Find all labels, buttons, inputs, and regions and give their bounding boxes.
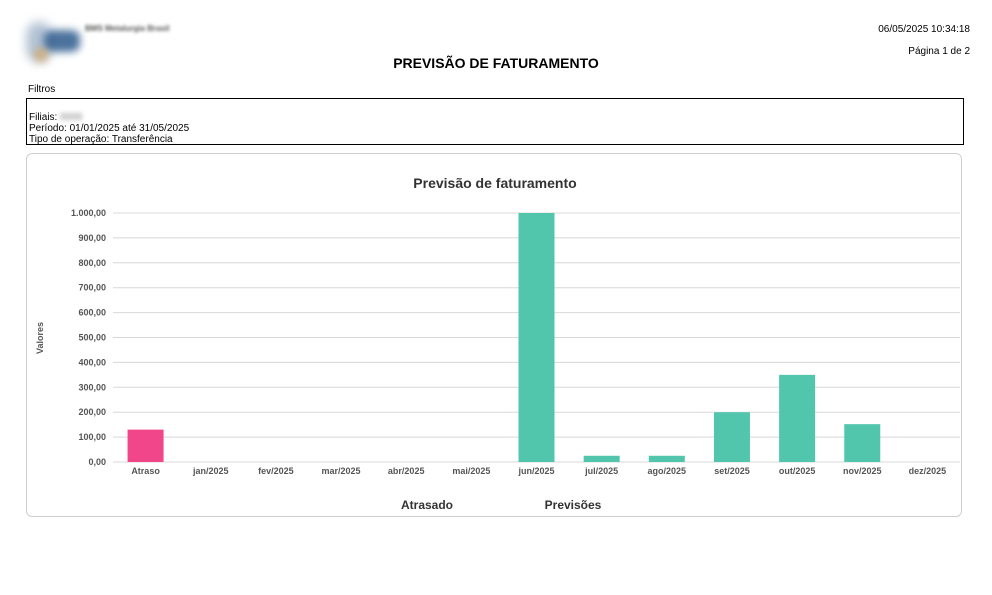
y-axis-label: Valores xyxy=(35,322,45,354)
bar-previsoes xyxy=(779,374,816,462)
y-tick-label: 200,00 xyxy=(78,407,106,417)
filter-tipo-operacao: Tipo de operação: Transferência xyxy=(29,134,173,145)
x-tick-label: nov/2025 xyxy=(843,466,882,476)
filters-box: Filiais: 0000 Período: 01/01/2025 até 31… xyxy=(26,98,964,145)
report-title: PREVISÃO DE FATURAMENTO xyxy=(393,55,599,71)
y-tick-label: 100,00 xyxy=(78,432,106,442)
x-tick-label: mai/2025 xyxy=(452,466,490,476)
x-tick-label: mar/2025 xyxy=(322,466,361,476)
bar-previsoes xyxy=(583,455,620,462)
filter-filiais: Filiais: 0000 xyxy=(29,112,963,123)
y-tick-label: 900,00 xyxy=(78,233,106,243)
y-tick-label: 0,00 xyxy=(88,457,106,467)
x-tick-label: set/2025 xyxy=(714,466,750,476)
bar-previsoes xyxy=(648,455,685,462)
chart-card xyxy=(26,153,962,517)
y-tick-label: 800,00 xyxy=(78,258,106,268)
filter-filiais-label: Filiais: xyxy=(29,112,58,123)
legend-item: Previsões xyxy=(545,498,602,512)
chart-title: Previsão de faturamento xyxy=(413,175,576,191)
x-tick-label: jul/2025 xyxy=(584,466,618,476)
y-tick-label: 600,00 xyxy=(78,308,106,318)
company-name: BMS Metalurgia Brasil xyxy=(85,24,170,33)
x-tick-label: dez/2025 xyxy=(909,466,947,476)
y-tick-label: 1.000,00 xyxy=(71,208,106,218)
y-tick-label: 700,00 xyxy=(78,283,106,293)
y-tick-label: 500,00 xyxy=(78,333,106,343)
page-number: Página 1 de 2 xyxy=(908,46,970,57)
y-tick-label: 300,00 xyxy=(78,382,106,392)
bar-atrasado xyxy=(127,429,164,462)
report-timestamp: 06/05/2025 10:34:18 xyxy=(878,24,970,35)
bar-previsoes xyxy=(518,213,555,462)
x-tick-label: jan/2025 xyxy=(192,466,229,476)
x-tick-label: jun/2025 xyxy=(517,466,554,476)
x-tick-label: ago/2025 xyxy=(648,466,687,476)
x-tick-label: out/2025 xyxy=(779,466,816,476)
legend-item: Atrasado xyxy=(401,498,453,512)
x-tick-label: abr/2025 xyxy=(388,466,425,476)
bar-previsoes xyxy=(713,412,750,462)
company-logo xyxy=(24,18,82,66)
filter-filiais-value: 0000 xyxy=(60,112,83,123)
x-tick-label: Atraso xyxy=(131,466,160,476)
filter-periodo: Período: 01/01/2025 até 31/05/2025 xyxy=(29,123,190,134)
bar-previsoes xyxy=(844,424,881,462)
x-tick-label: fev/2025 xyxy=(258,466,294,476)
filters-label: Filtros xyxy=(28,84,56,95)
y-tick-label: 400,00 xyxy=(78,357,106,367)
